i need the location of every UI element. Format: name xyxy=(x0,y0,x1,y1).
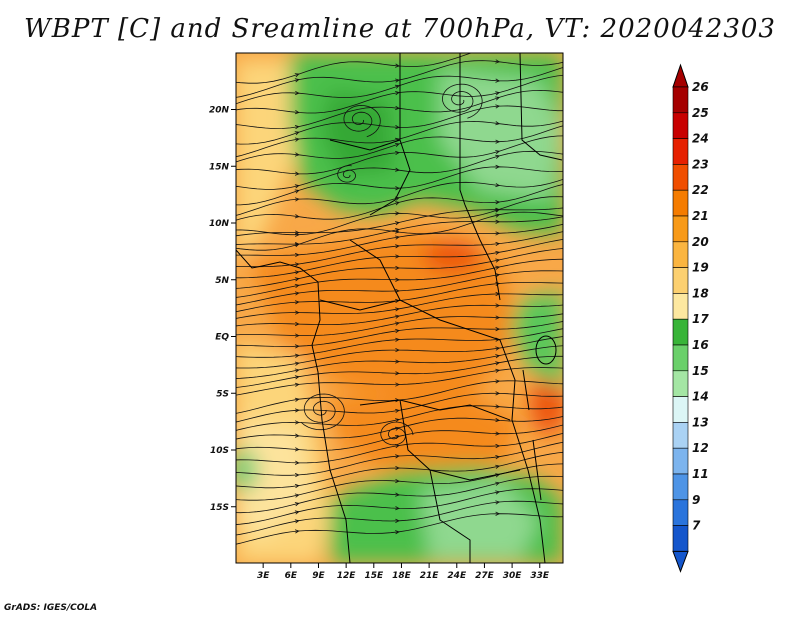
colorbar-label: 18 xyxy=(692,286,709,300)
colorbar-label: 13 xyxy=(692,415,709,429)
colorbar-swatch xyxy=(672,422,689,449)
colorbar-swatch xyxy=(672,164,689,191)
colorbar-label: 26 xyxy=(692,80,709,94)
colorbar-label: 7 xyxy=(692,519,701,533)
colorbar-label: 25 xyxy=(692,106,709,120)
lat-label: 5N xyxy=(215,276,229,286)
lon-label: 18E xyxy=(392,571,412,581)
colorbar-swatch xyxy=(672,189,689,217)
colorbar: 26 25 24 23 22 21 20 19 18 17 16 15 14 13 12 11 9 7 xyxy=(672,63,709,573)
colorbar-swatch xyxy=(672,112,689,139)
colorbar-swatch xyxy=(672,370,689,397)
colorbar-label: 23 xyxy=(692,157,709,171)
colorbar-label: 24 xyxy=(692,132,709,146)
colorbar-label: 11 xyxy=(692,467,709,481)
colorbar-swatch xyxy=(672,215,689,243)
streamlines xyxy=(236,53,563,545)
lon-label: 15E xyxy=(364,571,384,581)
credit-label: GrADS: IGES/COLA xyxy=(4,603,98,613)
colorbar-swatch xyxy=(672,86,689,114)
lat-label: 5S xyxy=(216,389,229,399)
colorbar-swatch xyxy=(672,318,689,346)
colorbar-swatch xyxy=(672,241,689,268)
colorbar-label: 21 xyxy=(692,209,709,223)
colorbar-top-arrow xyxy=(672,63,689,88)
longitude-axis: 3E 6E 9E 12E 15E 18E 21E 24E 27E 30E 33E xyxy=(257,563,550,581)
colorbar-label: 14 xyxy=(692,390,709,404)
colorbar-swatch xyxy=(672,473,689,501)
latitude-axis: 20N 15N 10N 5N EQ 5S 10S 15S xyxy=(209,106,236,513)
lon-label: 24E xyxy=(447,571,467,581)
lat-label: EQ xyxy=(215,333,229,343)
colorbar-label: 12 xyxy=(692,441,709,455)
lon-label: 9E xyxy=(312,571,325,581)
colorbar-bottom-arrow xyxy=(672,550,689,573)
colorbar-swatch xyxy=(672,396,689,423)
colorbar-label: 22 xyxy=(692,183,709,197)
lon-label: 27E xyxy=(475,571,495,581)
colorbar-swatch xyxy=(672,525,689,552)
lat-label: 10N xyxy=(209,219,230,229)
lat-label: 15N xyxy=(209,162,230,172)
wbpt-shading xyxy=(236,53,563,563)
colorbar-swatch xyxy=(672,499,689,526)
colorbar-label: 20 xyxy=(692,235,709,249)
colorbar-label: 9 xyxy=(692,493,700,507)
colorbar-swatch xyxy=(672,138,689,165)
lat-label: 10S xyxy=(210,446,229,456)
lon-label: 30E xyxy=(503,571,523,581)
lat-label: 20N xyxy=(209,106,230,116)
lon-label: 12E xyxy=(337,571,357,581)
map-frame xyxy=(235,52,564,564)
colorbar-swatch xyxy=(672,447,689,475)
chart-title: WBPT [C] and Sreamline at 700hPa, VT: 20… xyxy=(24,14,776,44)
colorbar-swatch xyxy=(672,293,689,320)
lon-label: 33E xyxy=(530,571,550,581)
colorbar-label: 15 xyxy=(692,364,709,378)
colorbar-label: 17 xyxy=(692,312,709,326)
lon-label: 3E xyxy=(257,571,270,581)
lon-label: 21E xyxy=(420,571,440,581)
lon-label: 6E xyxy=(285,571,298,581)
boundaries xyxy=(236,53,563,563)
colorbar-swatch xyxy=(672,267,689,294)
colorbar-label: 16 xyxy=(692,338,709,352)
colorbar-label: 19 xyxy=(692,261,709,275)
colorbar-swatch xyxy=(672,344,689,372)
lat-label: 15S xyxy=(210,503,229,513)
